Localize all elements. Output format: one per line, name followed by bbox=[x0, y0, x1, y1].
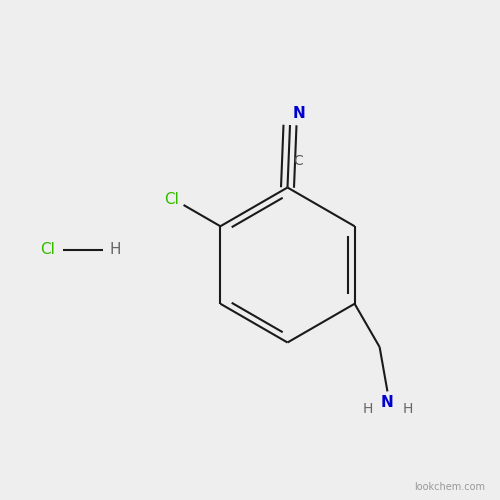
Text: N: N bbox=[292, 106, 306, 122]
Text: C: C bbox=[294, 154, 304, 168]
Text: lookchem.com: lookchem.com bbox=[414, 482, 485, 492]
Text: H: H bbox=[402, 402, 412, 416]
Text: H: H bbox=[109, 242, 120, 258]
Text: Cl: Cl bbox=[40, 242, 55, 258]
Text: N: N bbox=[381, 395, 394, 410]
Text: Cl: Cl bbox=[164, 192, 178, 206]
Text: H: H bbox=[362, 402, 372, 416]
